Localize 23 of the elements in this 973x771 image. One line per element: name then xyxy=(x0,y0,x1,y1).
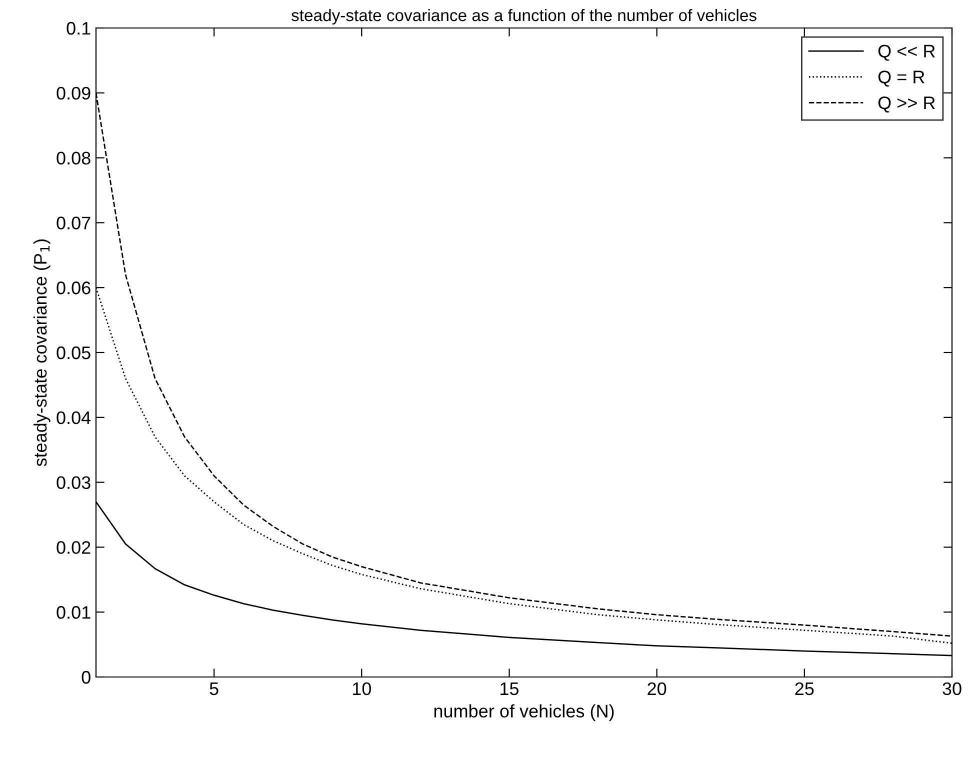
y-tick-label: 0.02 xyxy=(56,541,90,554)
x-tick-label: 15 xyxy=(500,682,519,696)
y-tick-label: 0.03 xyxy=(56,476,90,490)
x-tick-label: 20 xyxy=(648,682,666,696)
y-tick-label: 0.04 xyxy=(56,411,91,424)
x-axis-title: number of vehicles (N) xyxy=(434,704,614,722)
y-tick-label: 0.09 xyxy=(56,86,90,100)
y-tick-label: 0.01 xyxy=(56,606,90,619)
legend-label: Q << R xyxy=(878,44,935,61)
y-tick-label: 0.06 xyxy=(56,282,90,294)
legend-label: Q = R xyxy=(878,70,924,87)
y-tick-label: 0.05 xyxy=(56,346,90,360)
x-tick-label: 5 xyxy=(210,682,218,696)
y-tick-label: 0.08 xyxy=(56,152,90,165)
y-axis-title: steady-state covariance (P$_{1}$) xyxy=(33,239,50,466)
y-tick-label: 0 xyxy=(82,670,90,684)
legend-label: Q >> R xyxy=(878,96,935,112)
y-tick-label: 0.07 xyxy=(56,216,90,230)
chart-title: steady-state covariance as a function of the number of vehicles xyxy=(291,8,756,25)
y-tick-label: 0.1 xyxy=(66,22,90,35)
x-tick-label: 10 xyxy=(352,682,371,696)
x-tick-label: 30 xyxy=(942,682,962,696)
x-tick-label: 25 xyxy=(795,682,814,696)
